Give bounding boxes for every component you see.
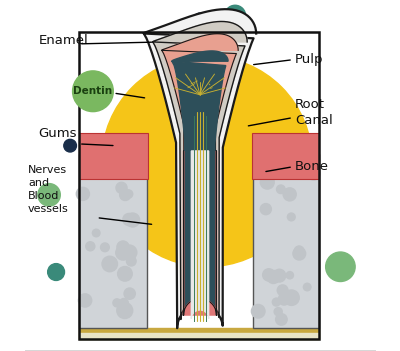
Text: Dentin: Dentin bbox=[73, 86, 112, 96]
Circle shape bbox=[64, 139, 76, 152]
Circle shape bbox=[124, 189, 134, 199]
Circle shape bbox=[287, 212, 296, 221]
Circle shape bbox=[282, 187, 297, 201]
Text: Nerves
and
Blood
vessels: Nerves and Blood vessels bbox=[28, 165, 69, 214]
Circle shape bbox=[260, 174, 275, 190]
Circle shape bbox=[303, 283, 312, 291]
Circle shape bbox=[126, 256, 137, 267]
Circle shape bbox=[72, 71, 113, 112]
Circle shape bbox=[121, 244, 138, 261]
Circle shape bbox=[276, 184, 286, 194]
Polygon shape bbox=[162, 34, 238, 311]
Circle shape bbox=[115, 245, 131, 261]
Text: Gums: Gums bbox=[38, 127, 77, 140]
Text: Enamel: Enamel bbox=[38, 34, 88, 47]
Circle shape bbox=[76, 187, 90, 201]
Circle shape bbox=[194, 13, 206, 26]
Circle shape bbox=[125, 212, 140, 228]
Polygon shape bbox=[144, 9, 256, 328]
Polygon shape bbox=[79, 133, 148, 179]
Circle shape bbox=[85, 241, 96, 252]
Circle shape bbox=[265, 155, 280, 171]
Circle shape bbox=[266, 270, 281, 284]
Circle shape bbox=[272, 297, 281, 307]
Circle shape bbox=[275, 313, 288, 326]
Circle shape bbox=[276, 284, 289, 296]
Circle shape bbox=[294, 245, 304, 256]
Circle shape bbox=[251, 304, 266, 319]
Circle shape bbox=[112, 298, 122, 307]
Circle shape bbox=[278, 293, 290, 306]
Polygon shape bbox=[253, 154, 319, 328]
Circle shape bbox=[117, 266, 133, 282]
Circle shape bbox=[262, 268, 276, 282]
Circle shape bbox=[260, 203, 272, 216]
Polygon shape bbox=[153, 21, 247, 319]
Text: Pulp: Pulp bbox=[295, 53, 323, 66]
Circle shape bbox=[101, 256, 118, 272]
Circle shape bbox=[274, 307, 283, 316]
Polygon shape bbox=[79, 154, 147, 328]
Circle shape bbox=[256, 168, 269, 181]
Polygon shape bbox=[252, 133, 319, 179]
Polygon shape bbox=[184, 151, 216, 315]
Circle shape bbox=[96, 154, 112, 171]
Bar bbox=[79, 333, 319, 339]
Text: Bone: Bone bbox=[295, 160, 329, 173]
Circle shape bbox=[116, 240, 130, 254]
Bar bbox=[79, 32, 319, 339]
Circle shape bbox=[116, 302, 134, 319]
Circle shape bbox=[292, 246, 306, 261]
Circle shape bbox=[92, 229, 101, 238]
Circle shape bbox=[78, 293, 92, 308]
Circle shape bbox=[326, 252, 355, 282]
Circle shape bbox=[48, 264, 64, 280]
Circle shape bbox=[38, 184, 60, 206]
Circle shape bbox=[306, 166, 321, 181]
Circle shape bbox=[100, 242, 110, 252]
Circle shape bbox=[102, 56, 312, 267]
Circle shape bbox=[286, 271, 294, 280]
Text: Root
Canal: Root Canal bbox=[295, 98, 332, 127]
Circle shape bbox=[283, 289, 300, 306]
Polygon shape bbox=[172, 51, 228, 312]
Circle shape bbox=[119, 188, 132, 201]
Circle shape bbox=[122, 158, 133, 169]
Circle shape bbox=[119, 298, 129, 308]
Circle shape bbox=[123, 287, 136, 300]
Circle shape bbox=[122, 213, 136, 226]
Circle shape bbox=[272, 269, 286, 283]
Circle shape bbox=[224, 5, 246, 26]
Circle shape bbox=[115, 181, 128, 194]
Polygon shape bbox=[191, 151, 209, 319]
Bar bbox=[79, 328, 319, 339]
